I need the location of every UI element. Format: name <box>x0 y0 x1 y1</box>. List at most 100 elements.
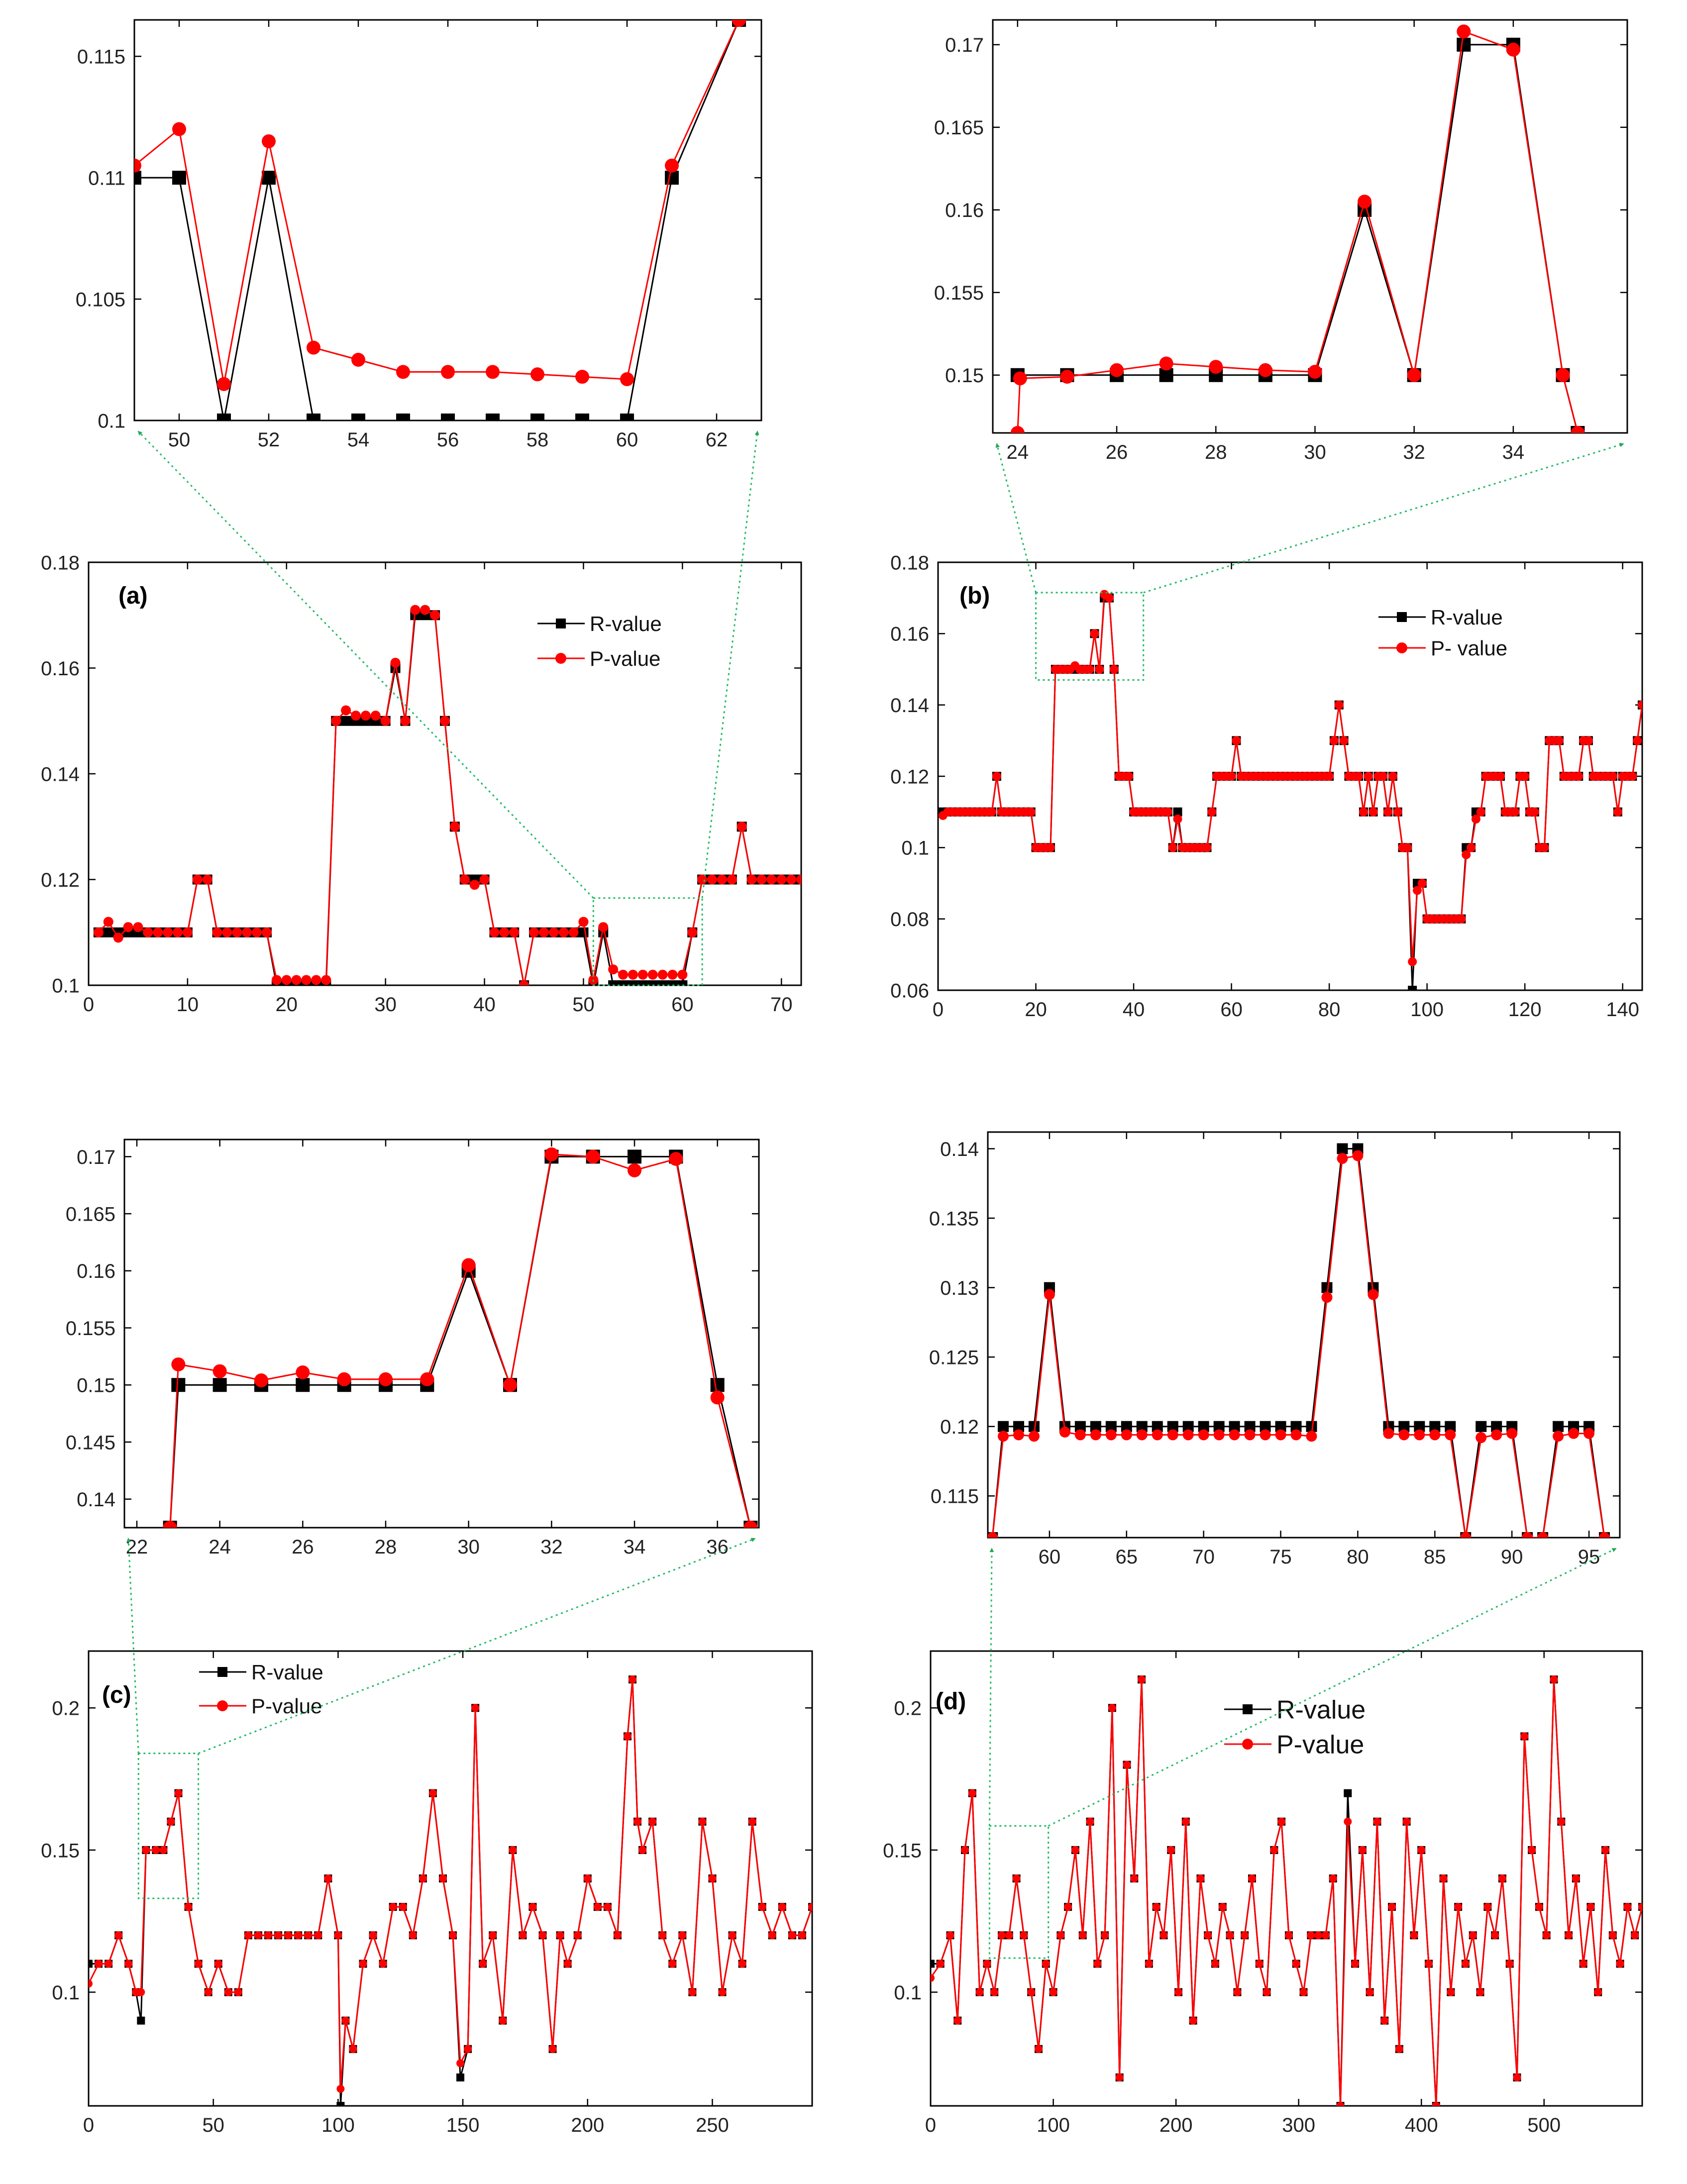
r-value-point <box>1398 1421 1410 1432</box>
p-value-point <box>337 1372 351 1386</box>
p-value-point <box>174 1789 183 1797</box>
p-value-point <box>89 1979 93 1988</box>
p-value-point <box>389 1903 397 1911</box>
p-value-point <box>1491 1429 1502 1441</box>
y-tick-label: 0.16 <box>945 200 984 221</box>
p-value-point <box>324 1874 332 1882</box>
p-value-point <box>351 353 365 367</box>
p-value-point <box>710 1390 725 1405</box>
p-value-point <box>519 1931 527 1940</box>
plot-frame <box>930 1650 1643 2107</box>
p-value-point <box>1227 772 1236 781</box>
p-value-point <box>1325 772 1334 781</box>
p-value-point <box>321 975 331 985</box>
p-value-point <box>1010 426 1025 433</box>
chart-c-zoom: 22 24 26 28 30 32 34 360.140.1450.150.1550.160.… <box>66 1139 760 1558</box>
p-value-point <box>252 927 262 937</box>
p-value-point <box>1110 363 1124 377</box>
y-tick-label: 0.15 <box>77 1375 115 1397</box>
p-value-point <box>1557 1817 1566 1826</box>
p-value-point <box>390 657 401 668</box>
p-value-point <box>1520 1732 1529 1741</box>
p-value-point <box>1275 1429 1286 1441</box>
p-value-point <box>1046 843 1055 852</box>
p-value-point <box>1439 1874 1448 1882</box>
p-value-point <box>93 927 104 937</box>
p-value-point <box>171 1357 186 1371</box>
p-value-point <box>262 134 276 148</box>
p-value-point <box>1108 1704 1116 1712</box>
x-tick-label: 200 <box>571 2114 604 2136</box>
p-value-point <box>399 1903 407 1911</box>
p-value-point <box>1292 1960 1300 1968</box>
p-value-point <box>1608 772 1618 781</box>
x-tick-label: 60 <box>671 994 694 1016</box>
p-value-point <box>264 1931 272 1940</box>
p-value-point <box>738 1960 746 1968</box>
p-value-point <box>778 1903 786 1911</box>
y-tick-label: 0.15 <box>945 365 984 387</box>
p-value-point <box>489 1931 497 1940</box>
p-value-point <box>718 1988 727 1996</box>
r-value-point <box>677 980 688 985</box>
p-value-point <box>217 377 231 391</box>
p-value-point <box>728 1931 737 1940</box>
p-value-point <box>1469 1931 1477 1940</box>
p-value-point <box>1258 363 1272 377</box>
p-value-point <box>334 1931 342 1940</box>
p-value-point <box>1633 736 1642 745</box>
p-value-point <box>1095 665 1104 674</box>
x-tick-label: 500 <box>1527 2114 1561 2136</box>
p-value-point <box>1403 843 1412 852</box>
y-tick-label: 0.115 <box>77 46 125 68</box>
y-tick-label: 0.145 <box>66 1432 115 1454</box>
r-value-point <box>1152 1421 1163 1432</box>
x-tick-label: 32 <box>1403 441 1425 463</box>
p-value-point <box>379 1960 387 1968</box>
p-value-point <box>1395 2045 1403 2053</box>
r-value-point <box>1321 1282 1333 1293</box>
p-value-point <box>1565 1931 1573 1940</box>
p-value-point <box>438 1874 447 1882</box>
p-value-point <box>657 969 668 980</box>
p-value-point <box>688 1988 697 1996</box>
r-value-point <box>351 414 365 420</box>
p-value-point <box>1586 1903 1595 1911</box>
p-value-point <box>1378 772 1388 781</box>
p-value-point <box>1623 1903 1632 1911</box>
r-value-point <box>171 1378 186 1392</box>
p-value-point <box>1244 1429 1256 1441</box>
p-value-point <box>1339 736 1349 745</box>
p-value-point <box>1388 1903 1396 1911</box>
r-value-point <box>307 414 320 420</box>
p-value-point <box>1334 700 1344 710</box>
p-value-point <box>697 874 708 885</box>
p-value-point <box>1042 1960 1050 1968</box>
p-value-point <box>1476 1432 1487 1444</box>
legend-label: R-value <box>1431 606 1503 629</box>
p-value-point <box>628 969 638 980</box>
p-value-point <box>1359 807 1368 817</box>
p-value-point <box>1232 736 1241 745</box>
p-value-line <box>1017 30 1579 433</box>
p-value-point <box>163 1521 177 1528</box>
p-value-point <box>242 927 252 937</box>
p-value-point <box>1628 772 1637 781</box>
p-value-point <box>1086 1817 1094 1826</box>
p-value-point <box>159 1846 168 1854</box>
p-value-point <box>798 1931 806 1940</box>
series-group <box>988 1143 1610 1538</box>
p-value-point <box>1337 1153 1348 1164</box>
y-tick-label: 0.08 <box>890 909 929 931</box>
p-value-point <box>284 1931 293 1940</box>
p-value-point <box>1202 843 1212 852</box>
x-tick-label: 54 <box>347 429 370 451</box>
p-value-point <box>420 1372 434 1386</box>
zoom-connector-arrow <box>137 430 594 899</box>
p-value-point <box>1579 1960 1587 1968</box>
legend-label: P-value <box>1276 1731 1364 1760</box>
p-value-point <box>687 927 698 937</box>
y-tick-label: 0.16 <box>41 658 80 680</box>
p-value-point <box>1425 1960 1433 1968</box>
p-value-point <box>1410 1931 1418 1940</box>
